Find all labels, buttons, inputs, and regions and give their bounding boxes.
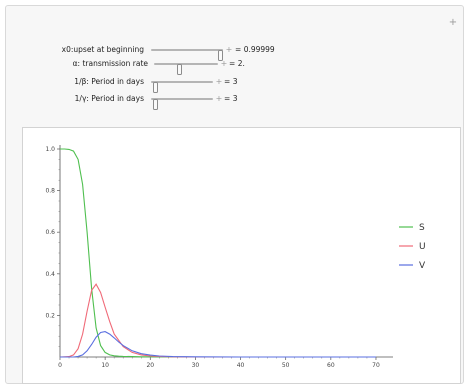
series-line-v (60, 331, 376, 358)
value-text: 2. (237, 59, 245, 68)
x-tick-label: 70 (372, 362, 380, 369)
y-tick-label: 0.6 (45, 229, 55, 236)
control-gamma: 1/γ: Period in days + = 3 (6, 92, 465, 110)
plus-icon[interactable]: + (225, 45, 233, 54)
slider-thumb-gamma[interactable] (153, 99, 159, 110)
slider-track-x0[interactable] (151, 49, 224, 61)
manipulate-panel: + x0:upset at beginning + = 0.99999 α: t… (5, 5, 464, 384)
x-tick-label: 40 (237, 362, 245, 369)
control-value-beta: = 3 (224, 75, 237, 89)
legend-label-s: S (419, 223, 425, 233)
x-tick-label: 60 (327, 362, 335, 369)
plus-icon[interactable]: + (215, 77, 223, 86)
equals-sign: = (229, 59, 236, 68)
control-x0: x0:upset at beginning + = 0.99999 (6, 43, 465, 61)
control-beta: 1/β: Period in days + = 3 (6, 75, 465, 93)
y-tick-label: 0.4 (45, 271, 55, 278)
equals-sign: = (224, 77, 231, 86)
x-tick-label: 10 (101, 362, 109, 369)
y-tick-label: 0.8 (45, 188, 55, 195)
series-line-s (60, 148, 376, 358)
x-tick-label: 0 (58, 362, 62, 369)
slider-thumb-alpha[interactable] (177, 64, 183, 75)
y-tick-label: 0.2 (45, 312, 55, 319)
y-tick-label: 1.0 (45, 146, 55, 153)
series-line-u (59, 283, 376, 358)
plot-area: 0 10 20 30 40 50 60 70 0.2 0.4 0.6 0.8 1.0 S U V (22, 127, 461, 384)
line-chart: 0 10 20 30 40 50 60 70 0.2 0.4 0.6 0.8 1.0 SUV (45, 145, 426, 369)
plus-icon[interactable]: + (448, 17, 458, 28)
control-label-beta: 1/β: Period in days (74, 77, 144, 86)
value-text: 3 (232, 77, 238, 86)
x-tick-label: 20 (146, 362, 154, 369)
legend-label-v: V (419, 261, 426, 271)
control-value-alpha: = 2. (229, 57, 245, 71)
control-alpha: α: transmission rate + = 2. (6, 57, 465, 75)
control-label-x0: x0:upset at beginning (61, 45, 144, 54)
control-label-gamma: 1/γ: Period in days (74, 94, 144, 103)
control-value-gamma: = 3 (224, 92, 237, 106)
plus-icon[interactable]: + (220, 59, 228, 68)
plus-icon[interactable]: + (215, 94, 223, 103)
control-label-alpha: α: transmission rate (72, 59, 148, 68)
slider-track-alpha[interactable] (154, 63, 218, 75)
slider-thumb-x0[interactable] (218, 50, 224, 61)
control-value-x0: = 0.99999 (235, 43, 275, 57)
value-text: 0.99999 (243, 45, 275, 54)
equals-sign: = (224, 94, 231, 103)
slider-thumb-beta[interactable] (153, 82, 159, 93)
slider-track-beta[interactable] (151, 81, 213, 93)
slider-track-gamma[interactable] (151, 98, 213, 110)
value-text: 3 (232, 94, 238, 103)
x-tick-label: 50 (282, 362, 290, 369)
legend-label-u: U (419, 242, 426, 252)
equals-sign: = (235, 45, 242, 54)
x-tick-label: 30 (192, 362, 200, 369)
